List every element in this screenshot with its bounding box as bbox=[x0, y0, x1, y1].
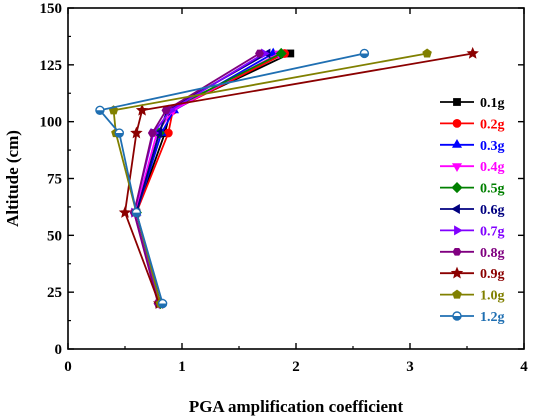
series-line bbox=[133, 52, 260, 304]
data-point-fill bbox=[115, 133, 124, 138]
data-point bbox=[422, 48, 432, 58]
data-point bbox=[118, 206, 132, 218]
legend-label: 1.2g bbox=[480, 310, 505, 325]
data-point bbox=[157, 298, 168, 309]
data-point-fill bbox=[158, 303, 167, 308]
legend-item: 0.1g bbox=[440, 96, 505, 111]
data-point bbox=[451, 138, 463, 148]
legend-label: 0.5g bbox=[480, 182, 505, 197]
legend-item: 0.5g bbox=[440, 182, 505, 197]
x-tick-label: 1 bbox=[178, 359, 186, 375]
x-axis-title: PGA amplification coefficient bbox=[189, 397, 404, 416]
data-point bbox=[452, 311, 462, 321]
data-point bbox=[451, 182, 463, 194]
x-tick-label: 3 bbox=[406, 359, 414, 375]
data-point bbox=[359, 48, 370, 59]
data-point bbox=[466, 46, 479, 59]
legend-item: 0.9g bbox=[440, 266, 505, 282]
y-tick-label: 25 bbox=[47, 285, 62, 301]
x-tick-label: 0 bbox=[64, 359, 72, 375]
data-point bbox=[451, 203, 460, 215]
y-tick-label: 0 bbox=[55, 342, 63, 358]
series-line bbox=[99, 52, 365, 304]
data-point bbox=[130, 126, 143, 139]
y-tick-label: 100 bbox=[40, 115, 63, 131]
series-layer bbox=[95, 46, 479, 310]
series-line bbox=[124, 52, 473, 304]
data-point bbox=[454, 225, 463, 236]
y-tick-label: 75 bbox=[47, 172, 62, 188]
data-point bbox=[453, 98, 461, 106]
legend-item: 0.6g bbox=[440, 203, 505, 218]
data-point-fill bbox=[453, 316, 461, 320]
x-tick-label: 4 bbox=[520, 359, 528, 375]
legend-label: 1.0g bbox=[480, 289, 505, 304]
data-point bbox=[275, 47, 287, 60]
series-1-2g bbox=[95, 48, 370, 309]
legend-item: 0.4g bbox=[440, 160, 505, 175]
legend-label: 0.9g bbox=[480, 267, 505, 282]
data-point-fill bbox=[360, 53, 369, 58]
data-point bbox=[255, 49, 264, 58]
legend-item: 0.3g bbox=[440, 139, 505, 154]
y-tick-label: 50 bbox=[47, 228, 62, 244]
data-point-fill bbox=[95, 110, 104, 115]
y-tick-label: 150 bbox=[40, 1, 63, 17]
y-tick-label: 125 bbox=[40, 58, 63, 74]
y-axis-title: Altitude (cm) bbox=[3, 130, 22, 227]
legend-item: 1.0g bbox=[440, 289, 505, 304]
data-point bbox=[451, 163, 463, 173]
axes: 0 1 2 3 4 0 25 50 75 100 125 150 bbox=[40, 1, 529, 375]
legend-label: 0.1g bbox=[480, 96, 505, 111]
data-point bbox=[452, 289, 462, 299]
series-line bbox=[112, 52, 428, 304]
series-0-9g bbox=[118, 46, 479, 309]
legend-item: 0.2g bbox=[440, 117, 505, 132]
data-point bbox=[131, 207, 142, 218]
data-point bbox=[135, 103, 149, 116]
data-point bbox=[452, 119, 462, 128]
x-tick-label: 2 bbox=[292, 359, 300, 375]
data-point bbox=[95, 105, 105, 116]
data-point bbox=[114, 128, 125, 138]
legend-label: 0.6g bbox=[480, 203, 505, 218]
legend-label: 0.8g bbox=[480, 246, 505, 261]
legend-label: 0.7g bbox=[480, 224, 505, 239]
legend-item: 0.8g bbox=[440, 246, 505, 261]
data-point bbox=[452, 247, 462, 256]
data-point bbox=[450, 266, 464, 279]
legend-label: 0.2g bbox=[480, 117, 505, 132]
data-point bbox=[147, 129, 157, 137]
data-point bbox=[161, 106, 171, 115]
series-line bbox=[135, 52, 291, 304]
data-point-fill bbox=[132, 212, 141, 217]
legend-label: 0.3g bbox=[480, 139, 505, 154]
legend-item: 0.7g bbox=[440, 224, 505, 239]
legend: 0.1g 0.2g 0.3g 0.4g 0.5g 0.6g 0.7g 0.8g 0.9g 1.0g… bbox=[440, 96, 505, 325]
legend-label: 0.4g bbox=[480, 160, 505, 175]
legend-item: 1.2g bbox=[440, 310, 505, 325]
